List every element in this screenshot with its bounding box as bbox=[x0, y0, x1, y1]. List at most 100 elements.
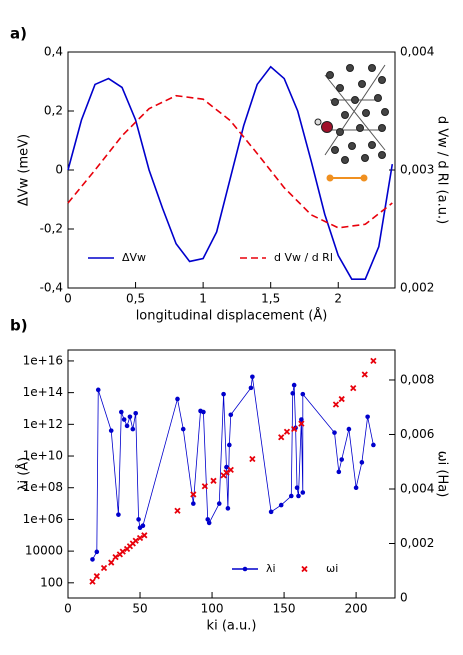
y-tick-label: 1e+16 bbox=[23, 353, 63, 367]
x-tick-label: 200 bbox=[345, 602, 368, 616]
point bbox=[294, 485, 300, 491]
point bbox=[94, 549, 100, 555]
point bbox=[216, 501, 222, 506]
panel-label: a) bbox=[10, 25, 27, 43]
molecule-illustration bbox=[314, 64, 389, 182]
y2-tick-label: 0,002 bbox=[400, 281, 434, 295]
point bbox=[225, 506, 231, 511]
y2-tick-label: 0,008 bbox=[400, 372, 434, 386]
point bbox=[291, 425, 298, 433]
point bbox=[359, 460, 365, 465]
point bbox=[116, 512, 121, 517]
y-tick-label: 1e+10 bbox=[23, 449, 63, 463]
y2-tick-label: 0,004 bbox=[400, 481, 434, 495]
y-tick-label: 100 bbox=[40, 575, 63, 589]
point bbox=[119, 548, 126, 555]
point bbox=[296, 493, 301, 499]
legend-label: d Vw / d Rl bbox=[274, 251, 333, 264]
y2-tick-label: 0,002 bbox=[400, 536, 434, 550]
point bbox=[95, 387, 101, 393]
x-tick-label: 0 bbox=[64, 292, 72, 306]
point bbox=[291, 382, 297, 388]
series bbox=[90, 374, 376, 562]
point bbox=[338, 395, 345, 403]
point bbox=[130, 426, 136, 432]
y2-tick-label: 0,004 bbox=[400, 45, 434, 59]
point bbox=[121, 417, 127, 422]
x-tick-label: 0 bbox=[64, 602, 72, 616]
panel-label: b) bbox=[10, 317, 28, 335]
point bbox=[227, 442, 232, 448]
point bbox=[300, 391, 306, 397]
point bbox=[108, 428, 114, 433]
point bbox=[201, 409, 206, 415]
point bbox=[278, 434, 285, 441]
point bbox=[221, 391, 226, 397]
point bbox=[290, 391, 296, 396]
point bbox=[210, 477, 217, 484]
y-tick-label: 0,4 bbox=[44, 45, 63, 59]
point bbox=[371, 442, 376, 448]
legend-label: ωi bbox=[326, 562, 338, 575]
point bbox=[298, 420, 305, 427]
point bbox=[112, 553, 119, 561]
x-tick-label: 0,5 bbox=[126, 292, 145, 306]
y-tick-label: 0,2 bbox=[44, 104, 63, 118]
y2-tick-label: 0,006 bbox=[400, 427, 434, 441]
point bbox=[278, 502, 284, 508]
point bbox=[141, 532, 148, 539]
point bbox=[124, 423, 130, 429]
y-axis-label: λi (Å) bbox=[16, 457, 32, 491]
point bbox=[136, 534, 144, 542]
point bbox=[249, 455, 256, 463]
y-tick-label: 1e+06 bbox=[23, 512, 63, 526]
point bbox=[224, 464, 229, 470]
legend-marker bbox=[301, 565, 308, 573]
x-axis-label: longitudinal displacement (Å) bbox=[136, 308, 328, 324]
point bbox=[175, 396, 180, 402]
point bbox=[365, 414, 370, 420]
series bbox=[67, 65, 394, 280]
point bbox=[370, 357, 377, 365]
y-tick-label: -0,4 bbox=[40, 281, 63, 295]
point bbox=[361, 371, 368, 378]
series-line bbox=[67, 65, 394, 280]
point bbox=[332, 401, 340, 408]
point bbox=[136, 517, 141, 522]
point bbox=[300, 490, 306, 495]
y-tick-label: 1e+14 bbox=[23, 385, 63, 399]
point bbox=[288, 493, 294, 499]
y2-axis-label: d Vw / d Rl (a.u.) bbox=[435, 116, 450, 224]
point bbox=[191, 501, 196, 506]
x-tick-label: 150 bbox=[273, 602, 296, 616]
x-tick-label: 50 bbox=[132, 602, 147, 616]
point bbox=[108, 559, 115, 566]
point bbox=[336, 469, 342, 475]
point bbox=[250, 374, 255, 380]
point bbox=[180, 426, 186, 432]
point bbox=[100, 564, 108, 572]
series bbox=[89, 357, 377, 585]
point bbox=[201, 483, 208, 490]
point bbox=[339, 457, 345, 462]
point bbox=[89, 578, 96, 585]
point bbox=[353, 485, 359, 491]
y-tick-label: 0 bbox=[55, 163, 63, 177]
point bbox=[268, 509, 274, 515]
legend-label: λi bbox=[266, 562, 276, 575]
y2-tick-label: 0 bbox=[400, 591, 408, 605]
point bbox=[118, 409, 124, 415]
y-tick-label: 1e+08 bbox=[23, 480, 63, 494]
point bbox=[190, 491, 197, 498]
x-axis-label: ki (a.u.) bbox=[207, 619, 257, 634]
point bbox=[299, 417, 304, 422]
point bbox=[133, 410, 139, 416]
point bbox=[90, 557, 95, 562]
point bbox=[346, 426, 352, 432]
y-axis-label: ΔVw (meV) bbox=[17, 134, 32, 206]
point bbox=[174, 507, 181, 514]
point bbox=[223, 469, 230, 476]
point bbox=[228, 412, 234, 418]
x-tick-label: 100 bbox=[201, 602, 224, 616]
